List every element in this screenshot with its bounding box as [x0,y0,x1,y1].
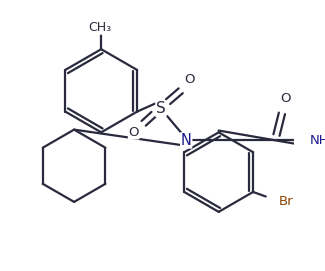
Text: O: O [280,92,291,105]
Text: CH₃: CH₃ [88,21,111,34]
Text: Br: Br [279,195,293,208]
Text: N: N [181,133,191,148]
Text: S: S [156,101,166,116]
Text: NH: NH [310,134,325,147]
Text: O: O [185,73,195,86]
Text: O: O [128,126,139,139]
